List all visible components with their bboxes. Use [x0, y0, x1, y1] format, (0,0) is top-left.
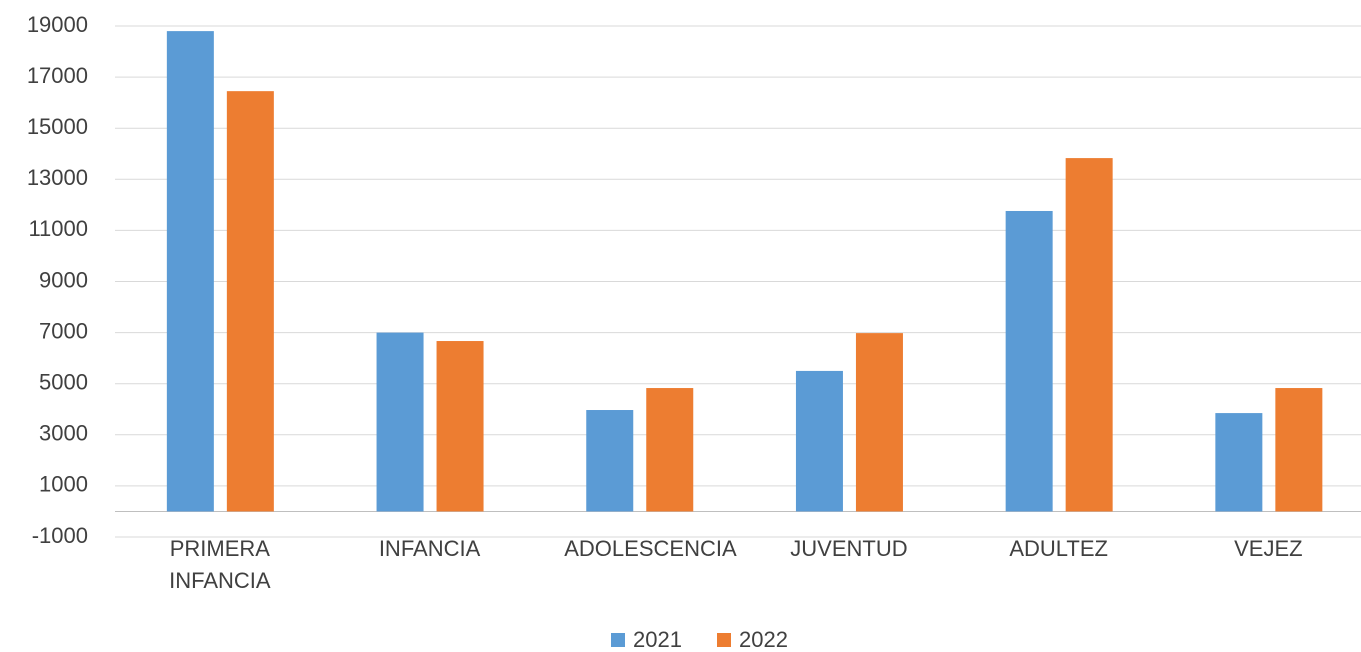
bar — [226, 91, 274, 512]
legend-label: 2022 — [739, 627, 788, 652]
y-tick-label: 9000 — [39, 267, 88, 292]
y-tick-label: 5000 — [39, 370, 88, 395]
y-tick-label: 7000 — [39, 318, 88, 343]
bar — [1215, 413, 1263, 512]
bar — [1005, 210, 1053, 512]
bar — [586, 410, 634, 512]
bar — [376, 332, 424, 512]
y-tick-label: 1000 — [39, 472, 88, 497]
bar — [436, 341, 484, 512]
bar — [166, 31, 214, 512]
y-tick-label: 3000 — [39, 421, 88, 446]
y-tick-label: 17000 — [27, 63, 88, 88]
x-tick-label: VEJEZ — [1234, 536, 1303, 561]
legend-swatch — [611, 633, 625, 647]
bar — [1275, 388, 1323, 512]
bar — [1065, 158, 1113, 512]
y-tick-label: 11000 — [28, 216, 88, 241]
x-tick-label: INFANCIA — [378, 536, 481, 561]
y-tick-label: -1000 — [32, 523, 88, 548]
y-tick-label: 13000 — [27, 165, 88, 190]
x-tick-label: ADULTEZ — [1009, 536, 1108, 561]
y-tick-label: 19000 — [27, 12, 88, 37]
bar — [646, 388, 694, 512]
bar — [855, 333, 903, 512]
x-tick-label: JUVENTUD — [790, 536, 908, 561]
x-tick-label: ADOLESCENCIA — [564, 536, 737, 561]
legend-label: 2021 — [633, 627, 682, 652]
legend-swatch — [717, 633, 731, 647]
x-tick-label: PRIMERA INFANCIA — [169, 536, 271, 593]
bar — [795, 370, 843, 512]
y-tick-label: 15000 — [27, 114, 88, 139]
